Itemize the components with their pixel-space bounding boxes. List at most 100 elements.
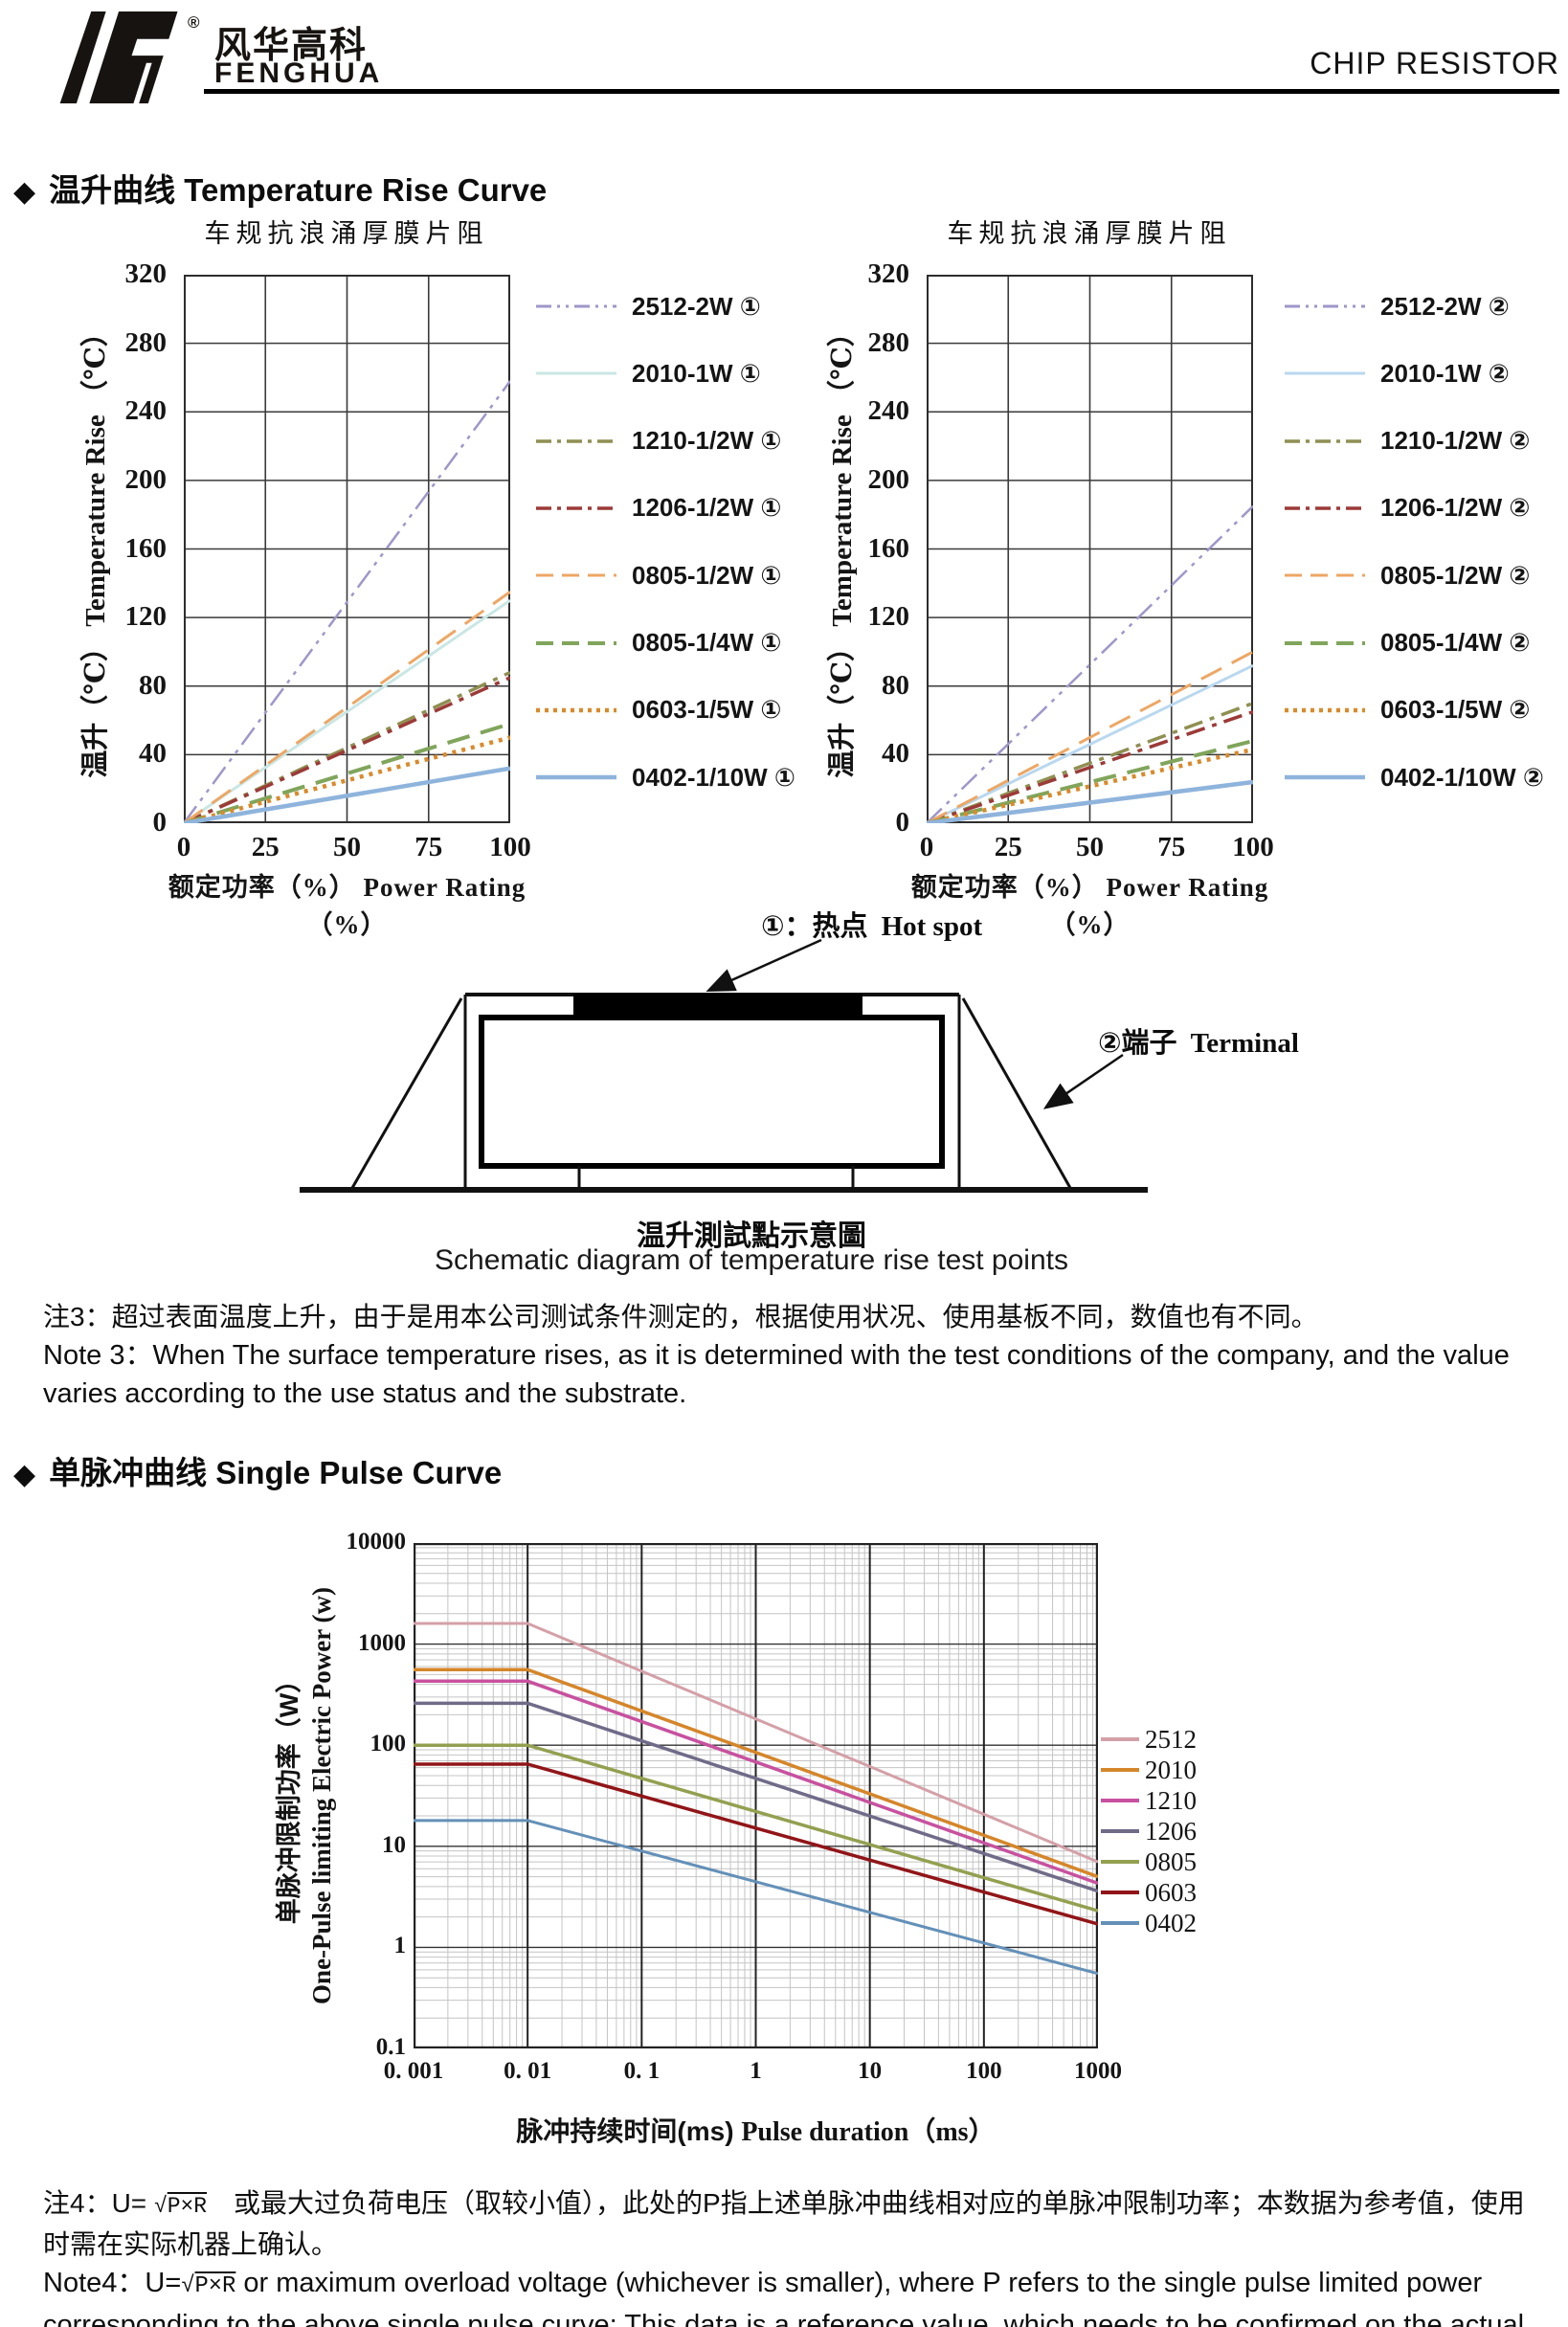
legend-label: 0805 [1145,1846,1197,1876]
pulse-y-axis-label-en: One-Pulse limiting Electric Power (w) [307,1587,336,2004]
temp-left-x-axis-label: 额定功率（%） Power Rating（%） [168,873,526,939]
series-line [184,766,510,823]
legend-item: 1210-1/2W ② [1285,426,1530,457]
legend-swatch-line [1285,640,1365,645]
legend-label: 0805-1/2W ② [1380,560,1531,590]
legend-item: 0805 [1101,1847,1197,1876]
legend-swatch-line [536,573,616,577]
legend-item: 1206-1/2W ① [536,493,781,524]
legend-swatch-line [1285,573,1365,577]
plot-border [927,275,1253,823]
note-4-cn-suffix: 或最大过负荷电压（取较小值），此处的P指上述单脉冲曲线相对应的单脉冲限制功率；本… [43,2188,1525,2259]
legend-swatch-line [1101,1737,1139,1741]
tick-label: 0. 001 [383,2058,444,2084]
legend-item: 1210-1/2W ① [536,426,781,457]
section-title-cn: 温升曲线 [49,172,176,208]
legend-item: 0805-1/4W ① [536,628,781,659]
sqrt-radicand: P×R [167,2194,208,2219]
legend-label: 2010-1W ① [632,358,761,388]
series-line [414,1743,1098,1913]
legend-label: 2010-1W ② [1380,358,1510,388]
plot-border [414,1543,1098,2048]
legend-label: 0402 [1145,1908,1197,1937]
legend-label: 0402-1/10W ① [632,762,795,792]
legend-label: 0805-1/4W ② [1380,628,1531,657]
series-line [414,1819,1098,1976]
legend-label: 1206-1/2W ② [1380,493,1531,523]
tick-label: 100 [966,2058,1002,2084]
legend-swatch-line [1101,1799,1139,1802]
series-line [184,380,510,823]
temp-rise-chart-left [184,275,510,823]
legend-item: 2512-2W ① [536,291,761,322]
terminal-label-en: Terminal [1190,1028,1299,1059]
note-3-cn: 注3：超过表面温度上升，由于是用本公司测试条件测定的，根据使用状况、使用基板不同… [43,1302,1318,1331]
series-line [927,747,1253,823]
legend-swatch-line [536,304,616,308]
legend-swatch-line [536,640,616,645]
hotspot-label-en: Hot spot [881,911,983,942]
legend-swatch-line [1101,1829,1139,1833]
temp-chart-right-title: 车规抗浪涌厚膜片阻 [947,219,1232,248]
tick-label: 0 [176,832,191,862]
legend-item: 2010 [1101,1756,1197,1784]
legend-swatch-line [1285,506,1365,510]
legend-item: 0805-1/4W ② [1285,628,1530,659]
series-line [414,1622,1098,1864]
terminal-label-cn: ②端子 [1098,1028,1177,1059]
legend-swatch-line [1285,304,1365,308]
legend-label: 0805-1/4W ① [632,628,782,657]
schematic-caption-en: Schematic diagram of temperature rise te… [435,1244,1068,1276]
series-line [414,1701,1098,1893]
tick-label: 25 [251,832,280,862]
note-4-en: Note4：U=√P×R or maximum overload voltage… [43,2264,1536,2327]
pulse-x-axis-label-en: Pulse duration（ms） [741,2117,996,2147]
legend-swatch-line [1101,1891,1139,1894]
note-4-en-suffix: or maximum overload voltage (whichever i… [43,2268,1525,2327]
legend-item: 0402-1/10W ② [1285,762,1544,793]
legend-swatch-line [536,707,616,713]
sqrt-formula: √P×R [181,2273,236,2299]
legend-label: 0603-1/5W ① [632,695,782,725]
series-line [414,1762,1098,1926]
terminal-label: ②端子 Terminal [1098,1020,1299,1061]
legend-swatch-line [1101,1860,1139,1864]
tick-label: 10 [858,2058,883,2084]
temp-right-y-axis-label: 温升（℃） Temperature Rise （℃） [827,319,858,778]
hotspot-label-cn: ①：热点 [761,911,868,942]
legend-label: 1210-1/2W ① [632,426,782,456]
legend-item: 1206 [1101,1817,1197,1846]
tick-label: 100 [1232,832,1274,862]
legend-swatch-line [1101,1921,1139,1925]
single-pulse-chart [414,1543,1098,2048]
series-line [927,663,1253,823]
series-line [927,779,1253,823]
temp-left-y-axis-label: 温升（℃） Temperature Rise （℃） [80,319,111,778]
legend-item: 2512 [1101,1725,1197,1754]
legend-item: 2010-1W ① [536,358,761,389]
legend-item: 0402-1/10W ① [536,762,795,793]
temp-left-legend: 2512-2W ① 2010-1W ① 1210-1/2W ① 1206-1/2W ①… [536,275,823,823]
legend-label: 1210-1/2W ② [1380,426,1531,456]
legend-label: 2512-2W ② [1380,291,1510,321]
legend-swatch-line [536,506,616,510]
note-3-en: Note 3：When The surface temperature rise… [43,1340,1510,1409]
legend-swatch-line [536,438,616,443]
series-line [414,1667,1098,1879]
legend-label: 2512-2W ① [632,291,761,321]
fenghua-logo-icon [59,11,178,103]
tick-label: 0 [919,832,934,862]
brand-name-en: FENGHUA [214,57,384,89]
legend-item: 0805-1/2W ① [536,560,781,591]
section-title-cn: 单脉冲曲线 [49,1455,208,1490]
legend-item: 0603-1/5W ② [1285,695,1530,726]
legend-swatch-line [536,371,616,375]
hotspot-label: ①：热点 Hot spot [761,904,982,944]
note-3: 注3：超过表面温度上升，由于是用本公司测试条件测定的，根据使用状况、使用基板不同… [43,1298,1536,1413]
sqrt-formula: √P×R [153,2194,208,2219]
schematic-caption-cn: 温升測試點示意圖 [637,1220,866,1252]
temp-test-point-schematic [300,938,1148,1193]
series-line [927,709,1253,823]
sqrt-radicand: P×R [194,2273,236,2299]
